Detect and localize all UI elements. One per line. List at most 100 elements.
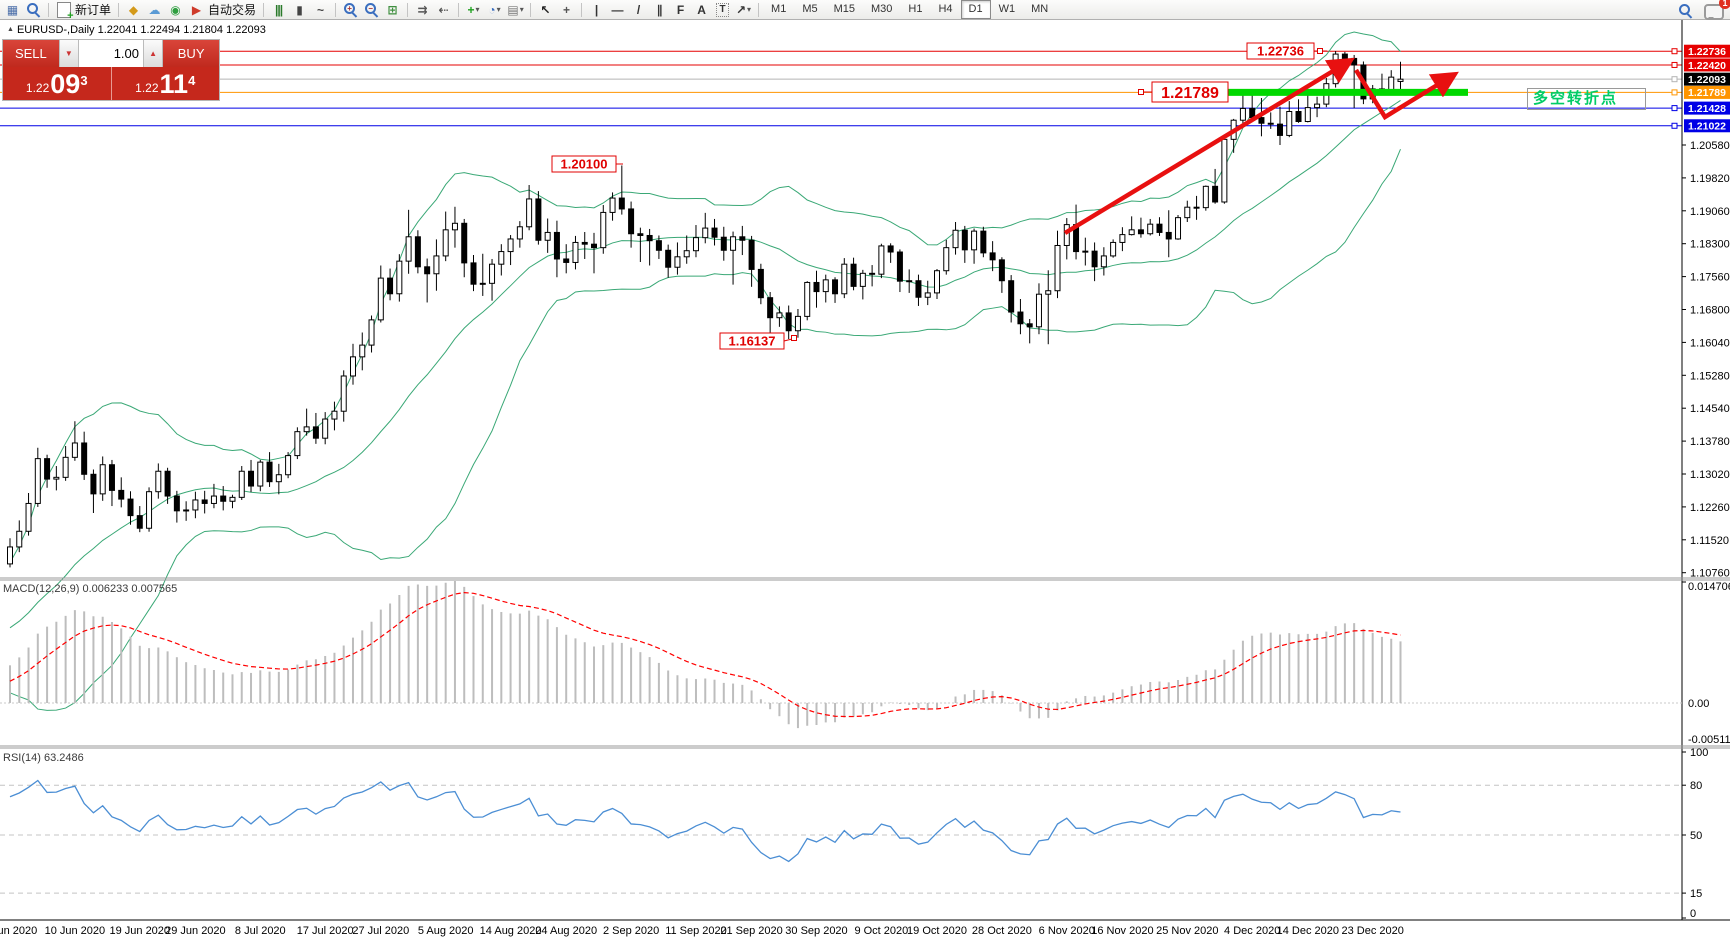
vertical-line-icon[interactable]: | [594,2,599,17]
price-tick-label: 1.19060 [1690,206,1730,218]
candle [813,270,820,308]
templates-icon[interactable]: ▤ ▾ [507,2,524,17]
crosshair-icon[interactable]: + [563,2,571,17]
fibonacci-icon[interactable]: F [676,2,685,17]
timeframe-mn[interactable]: MN [1031,3,1049,15]
candle [1351,54,1358,109]
candle [25,493,32,536]
trendline-icon[interactable]: / [636,2,641,17]
community-icon[interactable]: ☁ [148,2,161,17]
candle [637,227,644,263]
candle [16,520,23,553]
candle [878,243,885,279]
candle [368,315,375,353]
line-chart-icon[interactable]: ~ [317,2,325,17]
candle [961,225,968,263]
candle [553,220,560,278]
periods-icon[interactable]: ◔ ▾ [488,2,501,17]
zoom-out-icon[interactable]: − [361,0,382,19]
candle [62,446,69,481]
candle [1175,215,1182,240]
horizontal-line-icon[interactable]: — [611,2,624,17]
volume-input[interactable] [79,40,143,67]
callout-1.20100[interactable]: 1.20100 [551,155,623,173]
svg-text:0.014706: 0.014706 [1688,581,1730,593]
turning-point-note[interactable]: 多空转折点 [1527,88,1646,110]
line-end-marker [1671,89,1678,96]
timeframe-m5[interactable]: M5 [802,3,818,15]
candle [544,218,551,253]
timeframe-m30[interactable]: M30 [871,3,893,15]
candle [934,268,940,299]
main-toolbar: ▦ + 新订单 ◆ ☁ ◉ ▶ 自动交易 ||| ▮ ~ + − ⊞ ⇉ ⇠ + ▾ ◔ ▾ ▤ ▾ ↖ + | — / ∥ F A T ↗ ▾… [0,0,1730,21]
price-tag [1684,119,1730,133]
trend-arrows[interactable] [1063,57,1459,235]
candle [1304,92,1311,123]
trend-arrow[interactable] [1354,68,1459,121]
price-callouts[interactable]: 1.22736 1.21789 1.20100 1.16137 [551,42,1327,350]
candle [869,265,876,287]
candle [7,538,13,568]
text-icon[interactable]: A [697,2,706,17]
channel-icon[interactable]: ∥ [656,2,663,17]
notifications-icon[interactable]: 1 [1702,0,1730,20]
auto-scroll-icon[interactable]: ⇉ [417,2,428,17]
history-icon[interactable]: ◆ [128,2,139,17]
new-order-icon[interactable]: + [53,0,74,21]
candle [424,258,431,303]
chart-window-icon[interactable]: ▦ [6,2,19,17]
candle [1035,283,1042,335]
sell-price[interactable]: 1.22 09 3 [25,69,88,99]
buy-price[interactable]: 1.22 11 4 [110,67,220,100]
candle [266,452,273,487]
rsi-line [9,779,1401,863]
callout-1.22736[interactable]: 1.22736 [1246,42,1327,60]
toolbar-separator [581,2,583,17]
indicators-icon[interactable]: + ▾ [467,2,480,17]
trend-arrow[interactable] [1063,57,1355,235]
candle [1082,237,1089,266]
timeframe-m1[interactable]: M1 [771,3,787,15]
new-order-icon-label[interactable]: 新订单 [75,3,112,17]
news-icon[interactable]: ◉ [170,2,181,17]
timeframe-d1[interactable]: D1 [960,0,991,19]
callout-1.16137[interactable]: 1.16137 [719,332,797,350]
date-label: 14 Aug 2020 [480,925,542,937]
cursor-icon[interactable]: ↖ [540,2,551,17]
date-label: 10 Jun 2020 [45,925,106,937]
candle [581,232,588,259]
bar-chart-icon[interactable]: ||| [274,2,283,17]
data-preview-icon[interactable] [23,0,44,19]
candle [739,225,746,256]
price-tag [1684,72,1730,86]
price-tick-label: 1.11520 [1690,535,1729,547]
volume-up-button[interactable]: ▲ [143,40,164,67]
candle [980,226,987,258]
auto-trading-icon[interactable]: ▶ [191,2,202,17]
price-tag [1684,44,1730,58]
auto-trading-icon-label[interactable]: 自动交易 [208,3,257,17]
timeframe-w1[interactable]: W1 [998,3,1016,15]
shapes-icon[interactable]: ↗ ▾ [735,2,752,17]
search-icon[interactable] [1675,1,1696,20]
rsi-level-label: 0 [1690,908,1696,920]
sell-button[interactable]: SELL [3,40,59,67]
callout-1.21789[interactable]: 1.21789 [1138,81,1229,103]
chart-shift-icon[interactable]: ⇠ [438,2,449,17]
label-icon[interactable]: T [712,0,733,19]
price-tick-label: 1.17560 [1690,272,1730,284]
timeframe-h4[interactable]: H4 [938,3,953,15]
timeframe-m15[interactable]: M15 [833,3,855,15]
zoom-in-icon[interactable]: + [340,0,361,19]
candle [498,244,505,276]
timeframe-h1[interactable]: H1 [908,3,923,15]
buy-button[interactable]: BUY [163,40,219,67]
candle [312,412,319,444]
support-band[interactable] [1228,88,1468,96]
candle-chart-icon[interactable]: ▮ [296,2,303,17]
volume-down-button[interactable]: ▼ [58,40,79,67]
line-end-marker [1671,105,1678,112]
candle [1249,93,1256,121]
tile-windows-icon[interactable]: ⊞ [387,2,398,17]
